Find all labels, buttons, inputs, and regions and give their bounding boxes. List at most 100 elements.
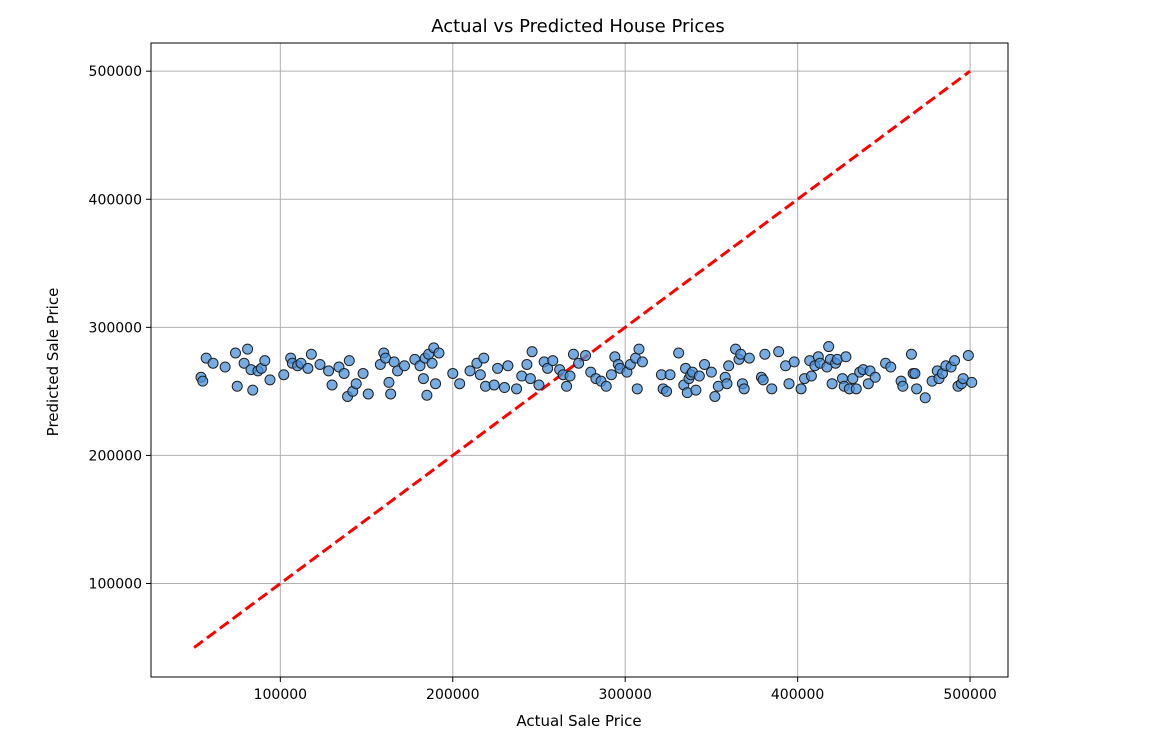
data-point [343,355,355,367]
data-point [699,358,711,370]
data-point [966,376,978,388]
data-point [600,380,612,392]
data-point [897,380,909,392]
data-point [264,374,276,386]
data-point [757,374,769,386]
chart-title: Actual vs Predicted House Prices [431,16,725,37]
x-tick-label: 300000 [598,687,651,703]
data-point [631,383,643,395]
data-point [709,391,721,403]
axis-ticks: 100000 200000 300000 400000 500000 100000 2000… [89,64,997,703]
data-point [238,357,250,369]
x-axis-label: Actual Sale Price [516,712,641,730]
data-point [949,355,961,367]
data-point [492,362,504,374]
data-point [567,348,579,360]
data-point [693,370,705,382]
x-tick-label: 400000 [771,687,824,703]
data-point [847,373,859,385]
data-point [454,378,466,390]
data-point [721,378,733,390]
data-point [385,388,397,400]
data-point [305,348,317,360]
y-tick-label: 100000 [89,577,142,593]
y-axis-label: Predicted Sale Price [44,288,62,437]
data-point [302,362,314,374]
data-point [885,361,897,373]
data-point [580,350,592,362]
data-point [533,379,545,391]
data-point [259,355,271,367]
data-point [323,365,335,377]
data-point [197,375,209,387]
data-point [759,348,771,360]
data-point [526,346,538,358]
plot-area-frame [150,42,1009,678]
data-point [636,356,648,368]
data-point [502,360,514,372]
data-point [511,383,523,395]
data-point [573,357,585,369]
data-point [909,367,921,379]
y-tick-label: 500000 [89,64,142,80]
y-tick-label: 300000 [89,320,142,336]
data-point [869,371,881,383]
data-point [766,383,778,395]
data-point [426,357,438,369]
data-point [421,389,433,401]
data-point [430,378,442,390]
data-point [862,378,874,390]
data-point [242,343,254,355]
data-point [433,347,445,359]
data-point [542,362,554,374]
data-point [547,355,559,367]
data-point [561,380,573,392]
data-point [488,379,500,391]
y-tick-label: 400000 [89,192,142,208]
data-point [905,348,917,360]
data-point [705,366,717,378]
data-point [919,392,931,404]
data-point [773,346,785,358]
data-point [231,380,243,392]
data-point [823,341,835,353]
data-point [414,360,426,372]
data-point [447,367,459,379]
data-point [850,383,862,395]
data-point [338,367,350,379]
data-point [398,360,410,372]
data-point [417,373,429,385]
data-point [564,370,576,382]
x-tick-label: 500000 [943,687,996,703]
x-tick-label: 100000 [254,687,307,703]
data-point [664,369,676,381]
data-point [524,373,536,385]
data-point [783,378,795,390]
data-point [247,384,259,396]
data-point [350,378,362,390]
data-point [478,352,490,364]
data-point [962,350,974,362]
data-point [795,383,807,395]
data-point [673,347,685,359]
data-point [219,361,231,373]
x-tick-label: 200000 [426,687,479,703]
data-point [805,370,817,382]
data-point [229,347,241,359]
data-point [743,352,755,364]
data-point [474,369,486,381]
data-point [362,388,374,400]
data-point [840,351,852,363]
data-point [723,360,735,372]
data-point [207,357,219,369]
data-point [661,385,673,397]
data-point [605,369,617,381]
data-point [633,343,645,355]
data-point [464,365,476,377]
data-point [314,358,326,370]
data-point [911,383,923,395]
data-point [357,367,369,379]
data-point [690,384,702,396]
